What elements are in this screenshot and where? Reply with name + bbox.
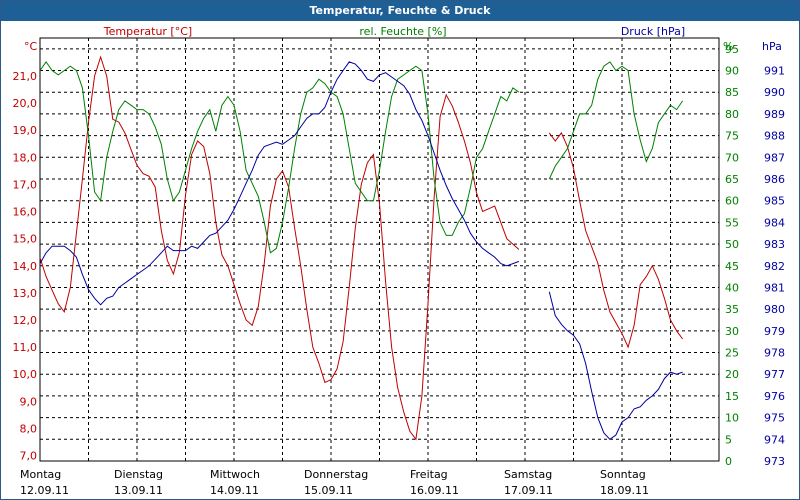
series-label-pressure: Druck [hPa]	[621, 25, 685, 38]
tick-label-temperature: 17,0	[13, 178, 38, 191]
x-label-day: Dienstag	[114, 468, 163, 481]
tick-label-pressure: 980	[764, 303, 785, 316]
tick-label-humidity: 0	[725, 455, 732, 468]
tick-label-pressure: 985	[764, 195, 785, 208]
tick-label-humidity: 45	[725, 260, 739, 273]
tick-label-temperature: 21,0	[13, 70, 38, 83]
x-label-day: Montag	[20, 468, 61, 481]
axes-layer: Temperatur [°C] rel. Feuchte [%] Druck […	[24, 25, 782, 53]
tick-label-pressure: 975	[764, 412, 785, 425]
chart-title: Temperatur, Feuchte & Druck	[1, 1, 799, 21]
x-label-date: 14.09.11	[210, 484, 259, 497]
tick-label-temperature: 15,0	[13, 233, 38, 246]
tick-label-temperature: 13,0	[13, 287, 38, 300]
x-label-day: Freitag	[410, 468, 448, 481]
tick-label-humidity: 75	[725, 130, 739, 143]
tick-label-temperature: 14,0	[13, 260, 38, 273]
chart-grid	[39, 37, 720, 462]
unit-pressure: hPa	[762, 40, 782, 53]
x-label-date: 13.09.11	[114, 484, 163, 497]
tick-label-temperature: 19,0	[13, 124, 38, 137]
tick-label-humidity: 80	[725, 108, 739, 121]
tick-label-humidity: 10	[725, 412, 739, 425]
tick-label-pressure: 990	[764, 86, 785, 99]
tick-label-pressure: 976	[764, 390, 785, 403]
x-label-date: 16.09.11	[410, 484, 459, 497]
series-line-temperature	[39, 55, 520, 441]
tick-label-humidity: 20	[725, 368, 739, 381]
series-line-pressure	[548, 291, 683, 440]
tick-label-temperature: 8,0	[20, 422, 38, 435]
tick-label-pressure: 988	[764, 130, 785, 143]
tick-label-temperature: 7,0	[20, 450, 38, 463]
tick-label-temperature: 16,0	[13, 206, 38, 219]
tick-label-humidity: 60	[725, 195, 739, 208]
tick-label-humidity: 35	[725, 303, 739, 316]
unit-temperature: °C	[24, 40, 38, 53]
tick-label-temperature: 18,0	[13, 151, 38, 164]
x-label-date: 18.09.11	[600, 484, 649, 497]
x-label-day: Samstag	[504, 468, 552, 481]
tick-label-humidity: 90	[725, 65, 739, 78]
tick-label-pressure: 974	[764, 433, 785, 446]
series-line-humidity	[548, 61, 684, 180]
tick-label-temperature: 12,0	[13, 314, 38, 327]
tick-label-pressure: 984	[764, 216, 785, 229]
tick-label-temperature: 20,0	[13, 97, 38, 110]
tick-label-pressure: 981	[764, 281, 785, 294]
tick-label-pressure: 987	[764, 151, 785, 164]
tick-label-humidity: 55	[725, 216, 739, 229]
tick-label-temperature: 10,0	[13, 368, 38, 381]
tick-label-pressure: 973	[764, 455, 785, 468]
tick-label-humidity: 5	[725, 433, 732, 446]
tick-label-humidity: 30	[725, 325, 739, 338]
tick-label-humidity: 50	[725, 238, 739, 251]
tick-label-temperature: 9,0	[20, 395, 38, 408]
unit-humidity: %	[723, 40, 733, 53]
tick-label-humidity: 65	[725, 173, 739, 186]
tick-label-humidity: 25	[725, 347, 739, 360]
tick-label-pressure: 991	[764, 65, 785, 78]
tick-label-humidity: 40	[725, 281, 739, 294]
ticks-layer: 7,0 8,0 9,0 10,0 11,0 12,0 13,0 14,0 15,0 16,0 17,…	[13, 43, 786, 468]
x-label-day: Sonntag	[600, 468, 646, 481]
tick-label-pressure: 978	[764, 347, 785, 360]
series-line-temperature	[548, 131, 684, 349]
tick-label-pressure: 986	[764, 173, 785, 186]
tick-label-humidity: 70	[725, 151, 739, 164]
series-line-humidity	[39, 61, 520, 254]
series-layer	[39, 55, 684, 441]
x-label-date: 17.09.11	[504, 484, 553, 497]
tick-label-pressure: 979	[764, 325, 785, 338]
tick-label-pressure: 982	[764, 260, 785, 273]
tick-label-humidity: 85	[725, 86, 739, 99]
x-axis-labels: Montag 12.09.11 Dienstag 13.09.11 Mittwoch 14…	[20, 468, 649, 497]
series-line-pressure	[39, 61, 520, 306]
tick-label-humidity: 15	[725, 390, 739, 403]
tick-label-temperature: 11,0	[13, 341, 38, 354]
tick-label-pressure: 983	[764, 238, 785, 251]
tick-label-pressure: 989	[764, 108, 785, 121]
x-label-day: Donnerstag	[304, 468, 368, 481]
series-label-humidity: rel. Feuchte [%]	[359, 25, 446, 38]
x-label-day: Mittwoch	[210, 468, 260, 481]
x-label-date: 12.09.11	[20, 484, 69, 497]
tick-label-humidity: 95	[725, 43, 739, 56]
x-label-date: 15.09.11	[304, 484, 353, 497]
tick-label-pressure: 977	[764, 368, 785, 381]
series-label-temperature: Temperatur [°C]	[103, 25, 192, 38]
